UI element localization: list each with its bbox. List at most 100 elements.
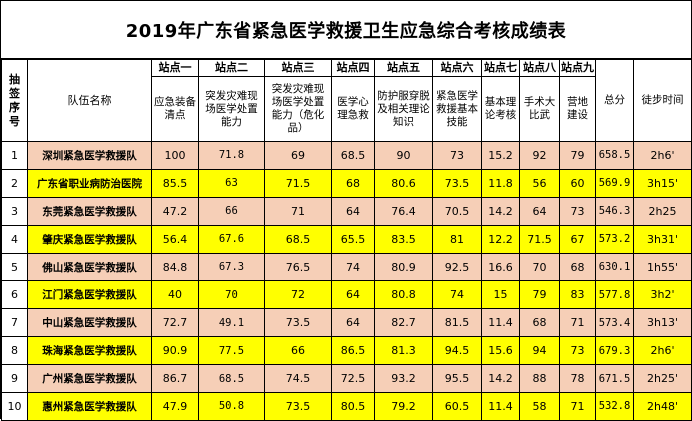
header-sub-1: 应急装备清点 [151, 76, 199, 142]
score-station-2: 68.5 [198, 364, 265, 394]
team-name: 广州紧急医学救援队 [27, 364, 152, 394]
header-sub-9: 营地建设 [559, 76, 596, 142]
score-station-9: 68 [559, 252, 596, 282]
team-name: 惠州紧急医学救援队 [27, 392, 152, 421]
walk-time: 2h6' [633, 336, 692, 366]
score-station-4: 74 [331, 252, 375, 282]
team-name: 东莞紧急医学救援队 [27, 196, 152, 226]
score-station-1: 72.7 [151, 308, 199, 338]
total-score: 671.5 [595, 364, 634, 394]
table-row: 7 中山紧急医学救援队 72.7 49.1 73.5 64 82.7 81.5 … [1, 308, 692, 338]
score-station-1: 56.4 [151, 224, 199, 254]
score-station-4: 72.5 [331, 364, 375, 394]
header-walk-time: 徒步时间 [633, 59, 692, 142]
row-index: 5 [1, 252, 28, 282]
total-score: 630.1 [595, 252, 634, 282]
score-station-8: 71.5 [519, 224, 560, 254]
score-station-8: 70 [519, 252, 560, 282]
score-station-6: 73.5 [432, 168, 482, 198]
score-station-6: 92.5 [432, 252, 482, 282]
score-station-2: 66 [198, 196, 265, 226]
score-station-4: 80.5 [331, 392, 375, 421]
score-station-8: 88 [519, 364, 560, 394]
row-index: 8 [1, 336, 28, 366]
score-table: 抽签序号 队伍名称 站点一 站点二 站点三 站点四 站点五 站点六 站点七 站点… [1, 59, 692, 421]
table-row: 1 深圳紧急医学救援队 100 71.8 69 68.5 90 73 15.2 … [1, 141, 692, 170]
score-station-2: 50.8 [198, 392, 265, 421]
walk-time: 3h13' [633, 308, 692, 338]
score-station-2: 71.8 [198, 141, 265, 170]
walk-time: 2h25 [633, 196, 692, 226]
table-row: 8 珠海紧急医学救援队 90.9 77.5 66 86.5 81.3 94.5 … [1, 336, 692, 366]
score-station-8: 92 [519, 141, 560, 170]
total-score: 532.8 [595, 392, 634, 421]
total-score: 658.5 [595, 141, 634, 170]
team-name: 中山紧急医学救援队 [27, 308, 152, 338]
score-station-3: 71.5 [264, 168, 332, 198]
header-total: 总分 [595, 59, 634, 142]
score-station-1: 90.9 [151, 336, 199, 366]
header-station-6: 站点六 [432, 59, 482, 77]
score-station-7: 11.4 [481, 308, 520, 338]
total-score: 573.2 [595, 224, 634, 254]
table-row: 9 广州紧急医学救援队 86.7 68.5 74.5 72.5 93.2 95.… [1, 364, 692, 394]
row-index: 2 [1, 168, 28, 198]
score-station-6: 94.5 [432, 336, 482, 366]
score-station-3: 66 [264, 336, 332, 366]
team-name: 江门紧急医学救援队 [27, 280, 152, 310]
table-row: 3 东莞紧急医学救援队 47.2 66 71 64 76.4 70.5 14.2… [1, 196, 692, 226]
score-station-3: 72 [264, 280, 332, 310]
score-station-7: 12.2 [481, 224, 520, 254]
score-station-9: 60 [559, 168, 596, 198]
score-station-8: 68 [519, 308, 560, 338]
score-station-1: 84.8 [151, 252, 199, 282]
score-station-9: 71 [559, 392, 596, 421]
team-name: 广东省职业病防治医院 [27, 168, 152, 198]
score-station-2: 70 [198, 280, 265, 310]
score-station-6: 70.5 [432, 196, 482, 226]
score-station-9: 83 [559, 280, 596, 310]
header-sub-5: 防护服穿脱及相关理论知识 [374, 76, 433, 142]
score-station-3: 73.5 [264, 308, 332, 338]
score-station-9: 79 [559, 141, 596, 170]
score-station-2: 67.6 [198, 224, 265, 254]
walk-time: 3h15' [633, 168, 692, 198]
score-station-2: 67.3 [198, 252, 265, 282]
score-station-5: 90 [374, 141, 433, 170]
score-station-4: 68.5 [331, 141, 375, 170]
header-sub-7: 基本理论考核 [481, 76, 520, 142]
score-station-5: 79.2 [374, 392, 433, 421]
score-station-1: 85.5 [151, 168, 199, 198]
row-index: 1 [1, 141, 28, 170]
score-station-5: 81.3 [374, 336, 433, 366]
score-station-7: 14.2 [481, 364, 520, 394]
header-index: 抽签序号 [1, 59, 28, 142]
score-station-3: 69 [264, 141, 332, 170]
walk-time: 1h55' [633, 252, 692, 282]
header-station-1: 站点一 [151, 59, 199, 77]
total-score: 573.4 [595, 308, 634, 338]
score-station-7: 11.8 [481, 168, 520, 198]
score-station-4: 86.5 [331, 336, 375, 366]
table-row: 4 肇庆紧急医学救援队 56.4 67.6 68.5 65.5 83.5 81 … [1, 224, 692, 254]
team-name: 珠海紧急医学救援队 [27, 336, 152, 366]
row-index: 9 [1, 364, 28, 394]
score-station-3: 76.5 [264, 252, 332, 282]
header-sub-8: 手术大比武 [519, 76, 560, 142]
walk-time: 2h25' [633, 364, 692, 394]
score-station-9: 78 [559, 364, 596, 394]
score-station-6: 95.5 [432, 364, 482, 394]
score-station-3: 68.5 [264, 224, 332, 254]
score-station-4: 68 [331, 168, 375, 198]
score-station-3: 71 [264, 196, 332, 226]
header-sub-4: 医学心理急救 [331, 76, 375, 142]
score-station-7: 15 [481, 280, 520, 310]
score-station-5: 80.8 [374, 280, 433, 310]
header-team: 队伍名称 [27, 59, 152, 142]
score-station-5: 82.7 [374, 308, 433, 338]
score-station-5: 83.5 [374, 224, 433, 254]
total-score: 546.3 [595, 196, 634, 226]
team-name: 深圳紧急医学救援队 [27, 141, 152, 170]
row-index: 3 [1, 196, 28, 226]
